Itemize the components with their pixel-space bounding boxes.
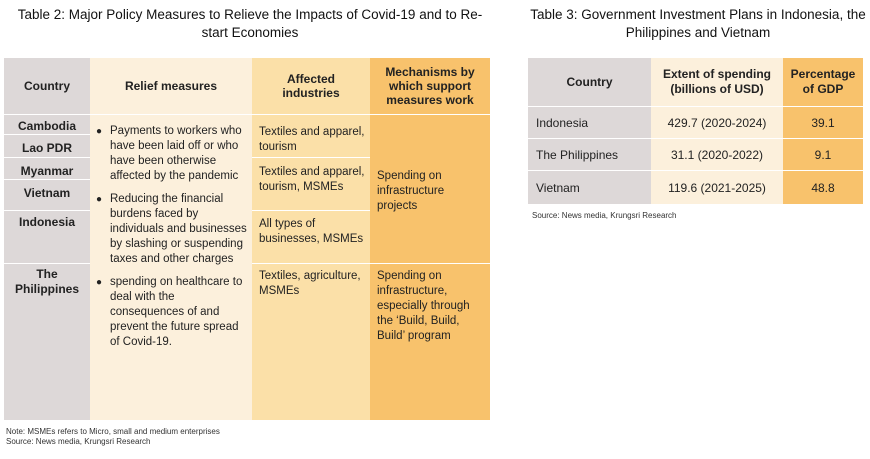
t3-spending-vietnam: 119.6 (2021-2025)	[651, 171, 783, 204]
affected-column-bg	[252, 58, 370, 420]
t3-spending-philippines: 31.1 (2020-2022)	[651, 139, 783, 170]
country-philippines: The Philippines	[14, 267, 79, 296]
header-divider	[4, 114, 490, 115]
row-divider	[4, 210, 90, 211]
policy-measures-table: Country Relief measures Affected industr…	[4, 58, 490, 420]
t3-header-spending: Extent of spending (billions of USD)	[651, 58, 783, 106]
bullet-icon: ●	[96, 126, 103, 137]
relief-measure-text: Reducing the financial burdens faced by …	[110, 193, 247, 265]
mechanism-column-bg	[370, 58, 490, 420]
t3-header-gdp: Percentage of GDP	[783, 58, 863, 106]
t3-country-indonesia: Indonesia	[528, 107, 651, 138]
relief-column-bg	[90, 58, 252, 420]
mechanism-cell: Spending on infrastructure projects	[377, 170, 445, 212]
t3-gdp-philippines: 9.1	[783, 139, 863, 170]
list-item: ● Reducing the financial burdens faced b…	[96, 192, 248, 267]
country-indonesia: Indonesia	[18, 215, 75, 229]
affected-cell: Textiles and apparel, tourism	[259, 126, 365, 153]
investment-plans-table: Country Extent of spending (billions of …	[528, 58, 863, 204]
t3-country-vietnam: Vietnam	[528, 171, 651, 204]
country-vietnam: Vietnam	[23, 186, 71, 200]
row-divider	[252, 157, 370, 158]
row-divider	[4, 157, 90, 158]
t3-gdp-vietnam: 48.8	[783, 171, 863, 204]
list-item: ● Payments to workers who have been laid…	[96, 124, 248, 184]
table2-title: Table 2: Major Policy Measures to Reliev…	[17, 7, 483, 40]
relief-measure-text: spending on healthcare to deal with the …	[110, 276, 243, 348]
t3-spending-indonesia: 429.7 (2020-2024)	[651, 107, 783, 138]
table3-source: Source: News media, Krungsri Research	[532, 211, 677, 220]
bullet-icon: ●	[96, 194, 103, 205]
table2-source: Source: News media, Krungsri Research	[6, 437, 151, 446]
country-myanmar: Myanmar	[20, 164, 74, 178]
affected-cell: Textiles, agriculture, MSMEs	[259, 270, 361, 297]
row-divider	[4, 263, 90, 264]
row-divider	[252, 210, 370, 211]
row-divider	[252, 263, 490, 264]
row-divider	[528, 138, 863, 139]
row-divider	[4, 134, 90, 135]
header-relief: Relief measures	[90, 58, 252, 114]
country-lao-pdr: Lao PDR	[21, 141, 72, 155]
table2-note: Note: MSMEs refers to Micro, small and m…	[6, 427, 220, 436]
row-divider	[4, 179, 90, 180]
header-country: Country	[4, 58, 90, 114]
t3-country-philippines: The Philippines	[528, 139, 651, 170]
affected-cell: All types of businesses, MSMEs	[259, 218, 364, 245]
table3-title: Table 3: Government Investment Plans in …	[530, 7, 866, 40]
country-column-bg	[4, 58, 90, 420]
list-item: ● spending on healthcare to deal with th…	[96, 275, 248, 350]
relief-measures-list: ● Payments to workers who have been laid…	[90, 118, 252, 358]
bullet-icon: ●	[96, 277, 103, 288]
t3-gdp-indonesia: 39.1	[783, 107, 863, 138]
relief-measure-text: Payments to workers who have been laid o…	[110, 125, 242, 182]
mechanism-cell: Spending on infrastructure, especially t…	[377, 270, 470, 342]
country-cambodia: Cambodia	[17, 119, 76, 133]
row-divider	[528, 106, 863, 107]
header-affected: Affected industries	[252, 58, 370, 114]
t3-header-country: Country	[528, 58, 651, 106]
header-mechanisms: Mechanisms by which support measures wor…	[370, 58, 490, 114]
row-divider	[528, 170, 863, 171]
affected-cell: Textiles and apparel, tourism, MSMEs	[259, 166, 365, 193]
